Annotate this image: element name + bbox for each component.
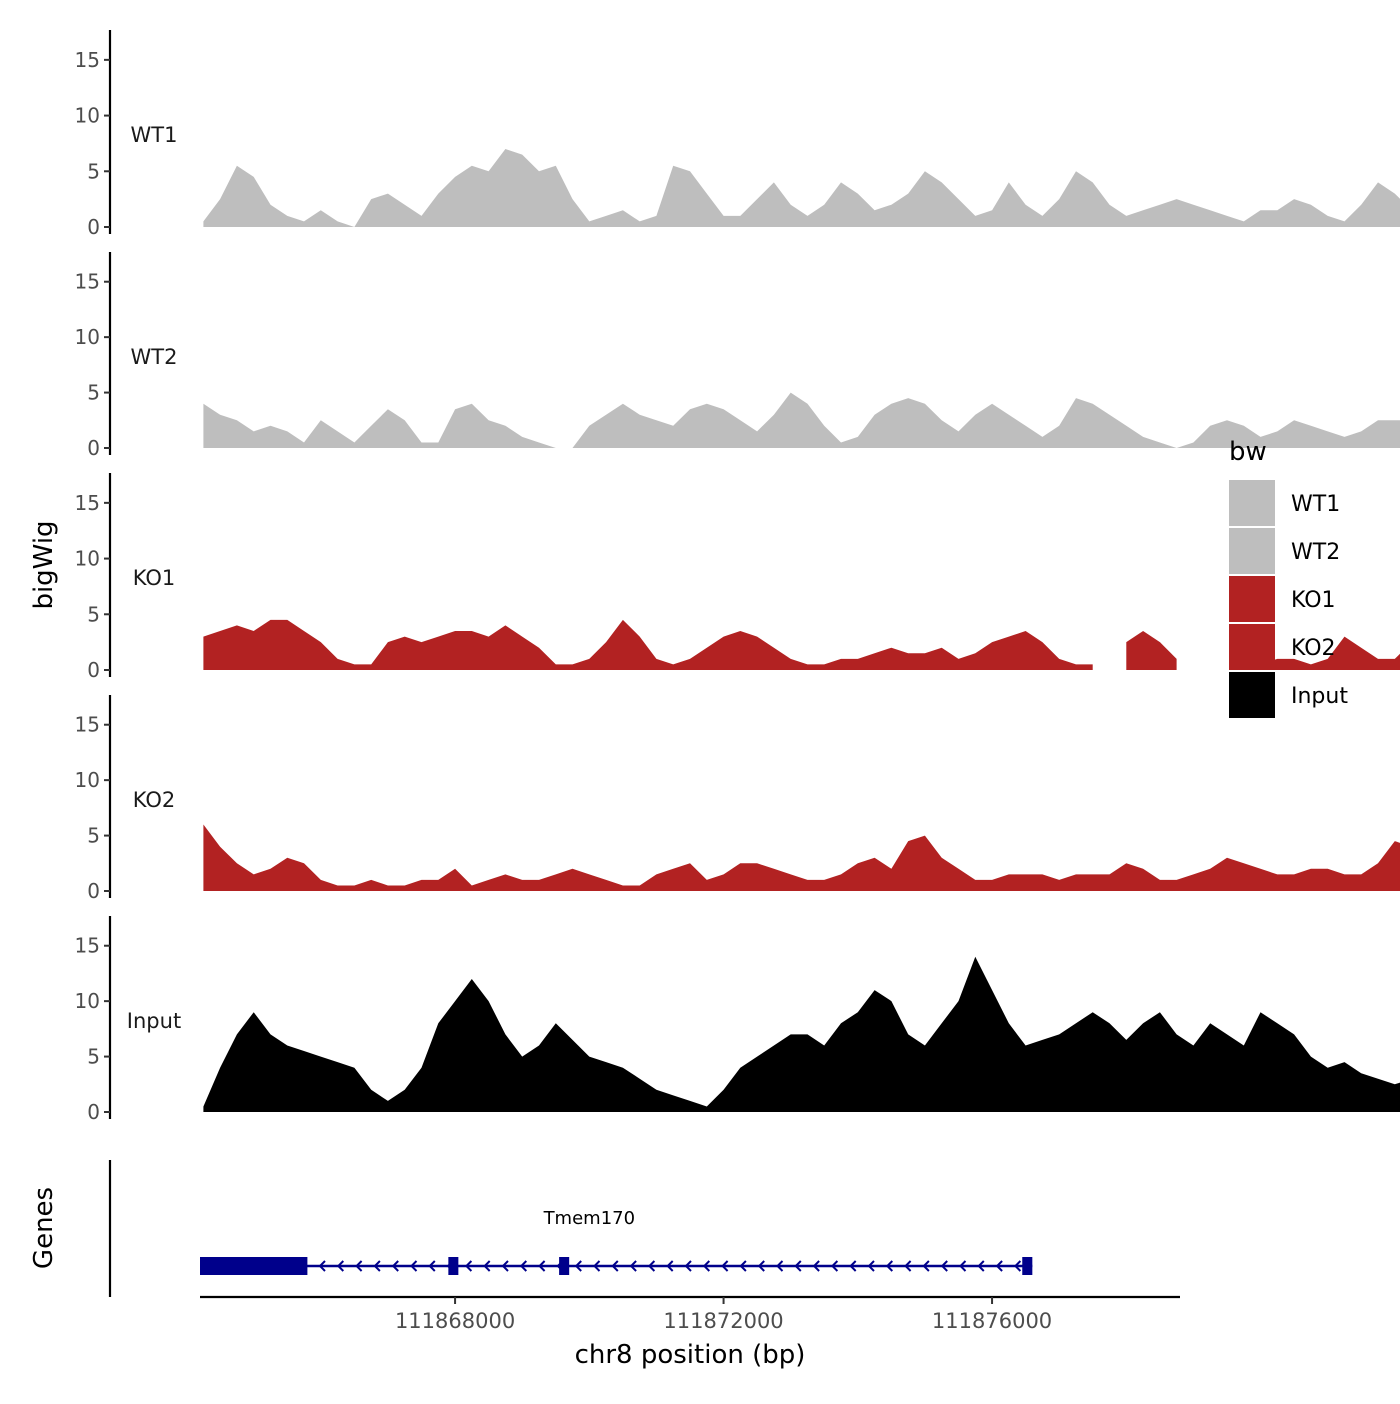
y-tick-label: 10 [75,989,100,1013]
y-tick-label: 5 [87,824,100,848]
legend-key-ko1 [1229,576,1275,622]
track-input: 0 5 10 15 Input [75,916,1400,1124]
y-tick-label: 0 [87,879,100,903]
x-axis-label: chr8 position (bp) [575,1340,806,1370]
y-tick-label: 0 [87,215,100,239]
track-ko2: 0 5 10 15 KO2 [75,695,1400,903]
legend: bw WT1 WT2 KO1 KO2 Input [1229,437,1348,718]
y-tick-label: 5 [87,1045,100,1069]
y-tick-label: 10 [75,768,100,792]
y-axis-label: bigWig [29,520,59,609]
legend-key-wt1 [1229,480,1275,526]
y-tick-label: 5 [87,159,100,183]
track-label: WT2 [131,345,178,369]
y-tick-label: 5 [87,381,100,405]
track-wt2: 0 5 10 15 WT2 [75,252,1400,460]
legend-label: KO1 [1291,588,1336,613]
x-tick-label: 111868000 [395,1309,515,1333]
x-tick-label: 111876000 [932,1309,1052,1333]
y-tick-label: 15 [75,491,100,515]
y-tick-label: 10 [75,547,100,571]
legend-label: WT2 [1291,540,1340,565]
y-tick-label: 15 [75,934,100,958]
area-wt1 [203,71,1400,227]
track-label: KO1 [133,566,176,590]
legend-key-wt2 [1229,528,1275,574]
y-tick-label: 15 [75,713,100,737]
y-tick-label: 5 [87,602,100,626]
track-wt1: 0 5 10 15 WT1 [75,30,1400,239]
legend-title: bw [1229,437,1267,467]
y-tick-label: 15 [75,270,100,294]
y-tick-label: 0 [87,1100,100,1124]
gene-exon [1022,1257,1032,1275]
gene-exon [200,1257,307,1275]
track-label: WT1 [131,123,178,147]
legend-key-input [1229,672,1275,718]
track-label: Input [127,1009,181,1033]
track-label: KO2 [133,788,176,812]
area-input [203,924,1400,1113]
y-tick-label: 0 [87,658,100,682]
area-ko1 [1126,631,1176,670]
legend-label: WT1 [1291,492,1340,517]
area-ko1 [203,620,1092,670]
signal-tracks: 0 5 10 15 WT1 0 5 10 15 WT2 0 5 10 15 KO1 0 5 10 15 KO2 0 5 10… [75,30,1400,1124]
legend-label: KO2 [1291,636,1336,661]
y-tick-label: 0 [87,436,100,460]
genes-axis-label: Genes [29,1187,59,1269]
gene-exon [448,1257,458,1275]
gene-exon [559,1257,569,1275]
area-wt2 [203,326,1400,448]
legend-key-ko2 [1229,624,1275,670]
gene-name: Tmem170 [543,1208,636,1229]
y-tick-label: 10 [75,104,100,128]
y-tick-label: 10 [75,325,100,349]
y-tick-label: 15 [75,48,100,72]
x-axis: 111868000 111872000 111876000 [200,1297,1180,1333]
x-tick-label: 111872000 [663,1309,783,1333]
genes-panel: Tmem170 [110,1160,1032,1297]
legend-label: Input [1291,684,1348,709]
track-ko1: 0 5 10 15 KO1 [75,473,1400,682]
area-ko2 [203,736,1400,891]
